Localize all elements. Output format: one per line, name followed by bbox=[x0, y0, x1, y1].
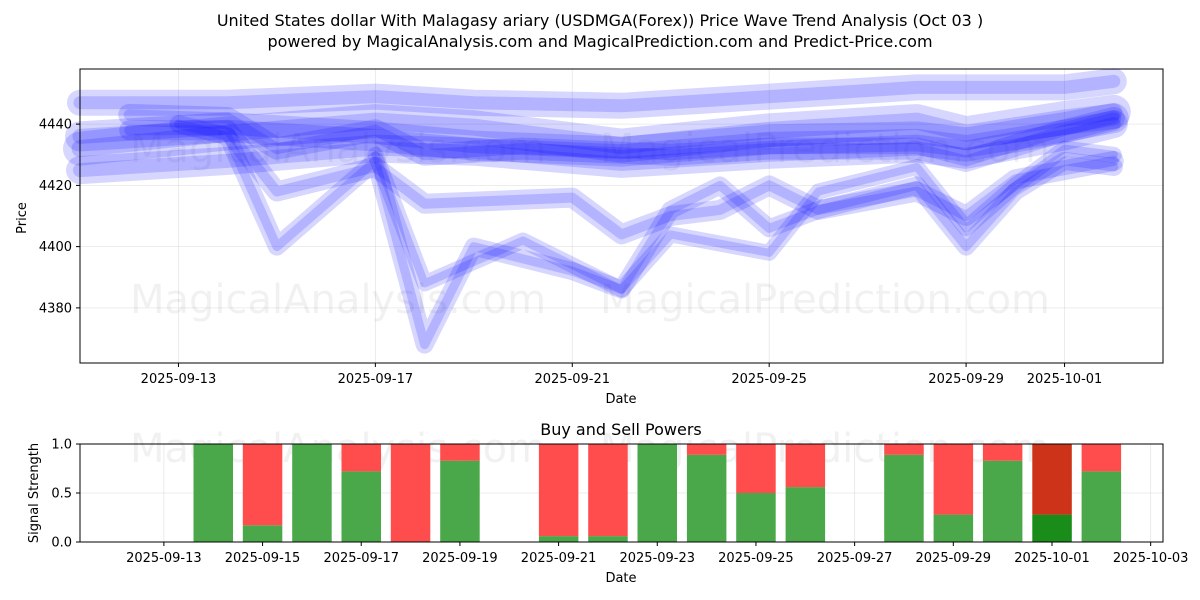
buy-bar bbox=[440, 460, 480, 542]
price-x-tick-label: 2025-09-29 bbox=[928, 372, 1004, 387]
price-x-tick-label: 2025-09-25 bbox=[731, 372, 807, 387]
signal-y-tick-label: 0.0 bbox=[51, 536, 72, 551]
buy-bar bbox=[292, 444, 332, 542]
signal-x-tick-label: 2025-09-23 bbox=[619, 551, 695, 566]
price-y-tick-label: 4440 bbox=[39, 118, 72, 133]
buy-bar bbox=[736, 493, 776, 542]
price-wave-core bbox=[71, 103, 1123, 158]
signal-y-ticks: 0.0 0.5 1.0 bbox=[51, 438, 80, 551]
price-panel: MagicalAnalysis.com MagicalPrediction.co… bbox=[15, 68, 1164, 407]
signal-bars bbox=[193, 444, 1122, 542]
buy-bar bbox=[686, 454, 727, 542]
price-wave-line bbox=[367, 140, 1122, 298]
signal-x-axis-label: Date bbox=[605, 571, 636, 586]
price-wave-core bbox=[174, 119, 1119, 350]
price-plot-area bbox=[80, 69, 1163, 363]
price-wave-core bbox=[123, 109, 1120, 167]
price-y-axis-label: Price bbox=[15, 202, 30, 234]
price-y-tick-label: 4420 bbox=[39, 179, 72, 194]
price-wave-line bbox=[169, 115, 1123, 354]
buy-bar bbox=[933, 514, 974, 542]
signal-panel: Buy and Sell Powers MagicalAnalysis.com … bbox=[27, 420, 1188, 586]
price-wave-series bbox=[63, 68, 1131, 354]
sell-bar bbox=[933, 444, 974, 515]
chart-title: United States dollar With Malagasy ariar… bbox=[217, 11, 983, 30]
signal-x-tick-label: 2025-10-01 bbox=[1014, 551, 1090, 566]
price-wave-core bbox=[124, 125, 1119, 240]
signal-x-tick-label: 2025-09-19 bbox=[422, 551, 498, 566]
sell-bar bbox=[1081, 444, 1122, 472]
signal-x-tick-label: 2025-09-15 bbox=[225, 551, 301, 566]
signal-x-tick-label: 2025-09-17 bbox=[323, 551, 399, 566]
price-wave-core bbox=[72, 110, 1122, 160]
sell-bar bbox=[588, 444, 628, 537]
signal-x-tick-label: 2025-09-21 bbox=[521, 551, 597, 566]
price-y-tick-label: 4400 bbox=[39, 240, 72, 255]
sell-bar bbox=[736, 444, 776, 493]
signal-y-axis-label: Signal Strength bbox=[27, 443, 42, 543]
buy-bar bbox=[193, 444, 233, 542]
buy-bar bbox=[637, 444, 677, 542]
sell-bar bbox=[440, 444, 480, 461]
watermark-2: MagicalPrediction.com bbox=[600, 126, 1050, 172]
sell-bar bbox=[686, 444, 727, 455]
watermark-5: MagicalAnalysis.com bbox=[130, 426, 546, 472]
price-wave-line bbox=[67, 68, 1127, 119]
price-wave-line bbox=[119, 120, 1124, 245]
buy-bar bbox=[242, 525, 283, 542]
signal-x-tick-label: 2025-09-13 bbox=[126, 551, 202, 566]
price-wave-line bbox=[65, 103, 1129, 167]
signal-x-tick-label: 2025-09-27 bbox=[817, 551, 893, 566]
sell-bar bbox=[785, 444, 826, 488]
buy-bar bbox=[341, 471, 381, 542]
price-wave-line bbox=[66, 110, 1128, 185]
signal-title: Buy and Sell Powers bbox=[540, 420, 702, 439]
price-wave-line bbox=[118, 103, 1125, 172]
price-x-tick-label: 2025-09-21 bbox=[534, 372, 610, 387]
sell-bar bbox=[242, 444, 283, 526]
price-x-tick-label: 2025-09-13 bbox=[141, 372, 217, 387]
signal-y-tick-label: 0.5 bbox=[51, 487, 72, 502]
signal-y-tick-label: 1.0 bbox=[51, 438, 72, 453]
price-y-ticks: 4380 4400 4420 4440 bbox=[39, 118, 80, 316]
price-grid bbox=[80, 69, 1163, 363]
sell-bar bbox=[341, 444, 381, 472]
buy-bar bbox=[982, 460, 1023, 542]
price-plot-frame bbox=[79, 68, 1164, 364]
sell-bar bbox=[390, 444, 431, 542]
price-wave-line bbox=[63, 94, 1131, 166]
sell-bar bbox=[1032, 444, 1072, 515]
price-x-axis-label: Date bbox=[605, 392, 636, 407]
watermark-3: MagicalAnalysis.com bbox=[130, 277, 546, 323]
watermark-1: MagicalAnalysis.com bbox=[130, 126, 546, 172]
watermark-4: MagicalPrediction.com bbox=[600, 277, 1050, 323]
price-wave-core bbox=[73, 117, 1121, 178]
price-x-ticks: 2025-09-13 2025-09-17 2025-09-21 2025-09-25… bbox=[141, 363, 1103, 387]
price-wave-core bbox=[73, 74, 1121, 113]
sell-bar bbox=[982, 444, 1023, 461]
price-y-tick-label: 4380 bbox=[39, 301, 72, 316]
signal-x-tick-label: 2025-10-03 bbox=[1113, 551, 1189, 566]
signal-x-ticks: 2025-09-13 2025-09-15 2025-09-17 2025-09-19… bbox=[126, 542, 1188, 566]
sell-bar bbox=[884, 444, 924, 455]
buy-bar bbox=[785, 487, 826, 542]
price-x-tick-label: 2025-10-01 bbox=[1027, 372, 1103, 387]
price-x-tick-label: 2025-09-17 bbox=[338, 372, 414, 387]
signal-x-tick-label: 2025-09-25 bbox=[718, 551, 794, 566]
price-wave-core bbox=[371, 144, 1118, 294]
buy-bar bbox=[588, 536, 628, 542]
buy-bar bbox=[1032, 514, 1072, 542]
chart-subtitle: powered by MagicalAnalysis.com and Magic… bbox=[267, 32, 932, 51]
buy-bar bbox=[884, 454, 924, 542]
sell-bar bbox=[538, 444, 579, 537]
signal-x-tick-label: 2025-09-29 bbox=[916, 551, 992, 566]
buy-bar bbox=[538, 536, 579, 542]
buy-bar bbox=[1081, 471, 1122, 542]
